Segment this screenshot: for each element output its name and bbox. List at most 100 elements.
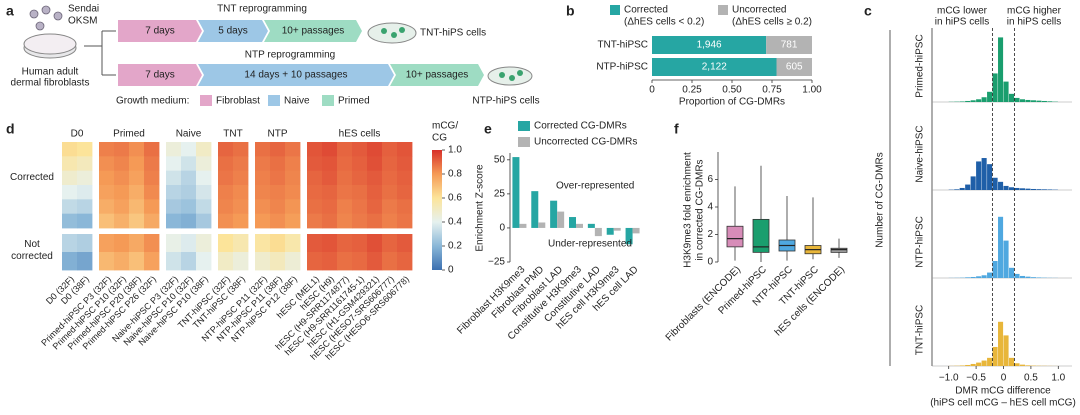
annotation: Over-represented <box>556 181 634 192</box>
heatmap-cell <box>307 234 323 253</box>
heatmap-cell <box>270 170 286 186</box>
colonies <box>381 27 405 38</box>
histogram-bar <box>1008 267 1015 278</box>
histogram-bar <box>1041 189 1047 190</box>
heatmap-cell <box>114 213 130 229</box>
heatmap-cell <box>144 213 160 229</box>
heatmap-cell <box>144 142 160 157</box>
heatmap-cell <box>218 185 234 200</box>
heatmap-cell <box>307 170 323 186</box>
heatmap-cell <box>196 252 212 271</box>
x-tick-label: 1.0 <box>1051 373 1065 384</box>
step-arrow <box>198 20 268 42</box>
histogram-bar <box>954 189 960 190</box>
histogram-bar <box>992 261 998 278</box>
value-label: 781 <box>781 40 798 51</box>
heatmap-cell <box>166 156 182 172</box>
histogram-bar <box>987 272 993 278</box>
heatmap-cell <box>382 252 398 271</box>
heatmap-cell <box>397 170 413 186</box>
heatmap-cell <box>285 234 301 253</box>
group-label: D0 <box>71 129 84 140</box>
heatmap-cell <box>352 213 368 229</box>
histogram-bar <box>1025 99 1031 102</box>
y-tick-label: 4 <box>707 202 713 213</box>
bracket <box>84 30 116 76</box>
heatmap-cell <box>255 142 271 157</box>
heatmap-cell <box>181 156 197 172</box>
heatmap-cell <box>144 156 160 172</box>
row-group-text: Not corrected <box>11 239 53 262</box>
histogram-bar <box>981 360 987 366</box>
annotation: mCG lower <box>937 6 988 17</box>
dish <box>23 33 77 55</box>
heatmap-cell <box>307 156 323 172</box>
x-tick-label: −0.5 <box>966 373 986 384</box>
heatmap-cell <box>255 185 271 200</box>
heatmap-cell <box>181 252 197 271</box>
bar <box>576 223 583 228</box>
heatmap-cell <box>166 185 182 200</box>
heatmap-cell <box>352 234 368 253</box>
colorbar-tick-label: 0.4 <box>448 217 462 228</box>
heatmap-cell <box>255 213 271 229</box>
bar <box>512 157 520 228</box>
group-label: Naive <box>176 129 202 140</box>
heatmap-cell <box>285 252 301 271</box>
histogram-bar <box>1019 99 1026 102</box>
heatmap-cell <box>270 252 286 271</box>
colony <box>509 75 515 81</box>
histogram-bar <box>1019 364 1026 366</box>
heatmap-cell <box>270 142 286 157</box>
y-tick-label: 6 <box>707 174 713 185</box>
legend-sublabel: (ΔhES cells < 0.2) <box>624 17 704 28</box>
legend-swatch <box>610 5 620 15</box>
heatmap-cell <box>181 142 197 157</box>
heatmap-cell <box>129 199 145 215</box>
y-axis-title: in corrected CG-DMRs <box>695 159 706 260</box>
heatmap-cell <box>233 234 249 253</box>
histogram-bar <box>1019 275 1026 278</box>
heatmap-cell <box>270 185 286 200</box>
heatmap-cell <box>270 213 286 229</box>
step-label: 5 days <box>218 26 247 37</box>
y-axis-title: Enrichment Z-score <box>475 164 486 252</box>
heatmap-cell <box>218 252 234 271</box>
row-group-label: Corrected <box>10 172 54 183</box>
colony <box>391 32 397 38</box>
heatmap-cell <box>218 142 234 157</box>
panel-label: f <box>674 121 679 137</box>
colorbar-tick-label: 0.6 <box>448 193 462 204</box>
value-label: 605 <box>786 62 803 73</box>
histogram-bar <box>998 181 1004 190</box>
histogram-bar <box>965 277 971 278</box>
step-arrow <box>390 64 484 86</box>
route-result: TNT-hiPS cells <box>420 28 486 39</box>
heatmap-cell <box>367 252 383 271</box>
histogram-bar <box>1030 100 1036 102</box>
heatmap-cell <box>382 234 398 253</box>
group-label: Primed <box>113 129 145 140</box>
histogram-bar <box>998 37 1004 102</box>
histogram-bar <box>1047 189 1053 190</box>
heatmap-cell <box>129 234 145 253</box>
bar-segment <box>776 58 812 76</box>
histogram-bar <box>976 99 982 102</box>
heatmap-cell <box>181 199 197 215</box>
medium-swatch <box>200 95 212 106</box>
colony <box>381 28 387 34</box>
heatmap-cell <box>99 170 115 186</box>
heatmap-cell <box>337 170 353 186</box>
heatmap-cell <box>114 156 130 172</box>
heatmap-cell <box>77 199 93 215</box>
heatmap-cell <box>322 234 338 253</box>
heatmap-cell <box>129 252 145 271</box>
heatmap-cell <box>307 252 323 271</box>
heatmap-cell <box>196 170 212 186</box>
medium-label: Naive <box>284 96 310 107</box>
heatmap-cell <box>285 142 301 157</box>
route-result: NTP-hiPS cells <box>472 96 539 107</box>
medium-title: Growth medium: <box>116 96 189 107</box>
histogram-bar <box>970 176 976 190</box>
heatmap-cell <box>255 170 271 186</box>
